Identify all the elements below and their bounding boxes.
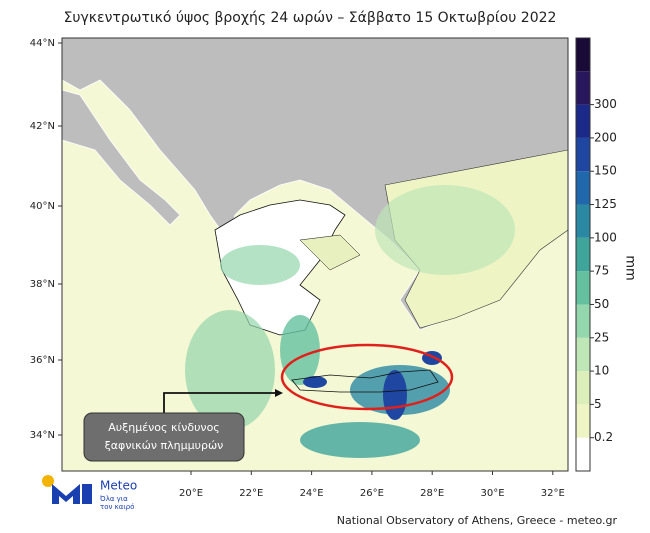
lat-label: 34°N	[30, 430, 55, 441]
colorbar-band	[576, 437, 590, 471]
colorbar-label: 5	[594, 397, 602, 411]
colorbar-label: 125	[594, 197, 617, 211]
colorbar-frame	[575, 37, 591, 472]
colorbar-label: 0.2	[594, 430, 613, 444]
annotation-text: ξαφνικών πλημμυρών	[105, 439, 224, 452]
colorbar-label: 10	[594, 364, 609, 378]
colorbar-band	[576, 304, 590, 338]
colorbar-band	[576, 237, 590, 272]
colorbar-unit: mm	[623, 255, 638, 280]
lat-label: 40°N	[30, 201, 55, 212]
highlight-ellipse	[280, 343, 454, 411]
footer: National Observatory of Athens, Greece -…	[337, 514, 618, 527]
colorbar-label: 300	[594, 97, 617, 111]
lat-label: 36°N	[30, 355, 55, 366]
lat-label: 44°N	[30, 38, 55, 49]
lon-label: 22°E	[239, 488, 263, 499]
lat-label: 42°N	[30, 121, 55, 132]
map-frame	[61, 37, 569, 472]
colorbar-band	[576, 137, 590, 172]
colorbar-band	[576, 71, 590, 105]
colorbar-band	[576, 271, 590, 305]
lon-label: 30°E	[480, 488, 504, 499]
colorbar-label: 75	[594, 264, 609, 278]
colorbar: 0.2 5 10 25 50 75 100 125 150 200 300	[575, 37, 617, 472]
colorbar-band	[576, 204, 590, 238]
colorbar-band	[576, 171, 590, 205]
logo: Meteo Όλα για τον καιρό	[42, 475, 137, 511]
map	[62, 38, 568, 471]
annotation-box	[83, 412, 245, 462]
lon-label: 24°E	[300, 488, 324, 499]
colorbar-band	[576, 104, 590, 138]
lon-label: 28°E	[420, 488, 444, 499]
colorbar-band	[576, 337, 590, 372]
lon-label: 32°E	[541, 488, 565, 499]
lon-label: 26°E	[360, 488, 384, 499]
logo-tagline: τον καιρό	[100, 503, 134, 511]
colorbar-band	[576, 404, 590, 438]
lon-label: 20°E	[179, 488, 203, 499]
colorbar-label: 100	[594, 230, 617, 244]
arrow	[163, 392, 280, 413]
annotation-text: Αυξημένος κίνδυνος	[108, 421, 220, 434]
title: Συγκεντρωτικό ύψος βροχής 24 ωρών – Σάββ…	[64, 10, 557, 26]
colorbar-label: 25	[594, 330, 609, 344]
colorbar-band	[576, 38, 590, 72]
arrowhead	[275, 389, 283, 397]
colorbar-band	[576, 371, 590, 405]
axes: 44°N 42°N 40°N 38°N 36°N 34°N 20°E 22°E 24°E 26°E…	[30, 38, 565, 499]
colorbar-label: 200	[594, 130, 617, 144]
colorbar-label: 50	[594, 297, 609, 311]
logo-name: Meteo	[100, 479, 137, 493]
colorbar-label: 150	[594, 164, 617, 178]
lat-label: 38°N	[30, 279, 55, 290]
logo-tagline: Όλα για	[99, 495, 128, 503]
